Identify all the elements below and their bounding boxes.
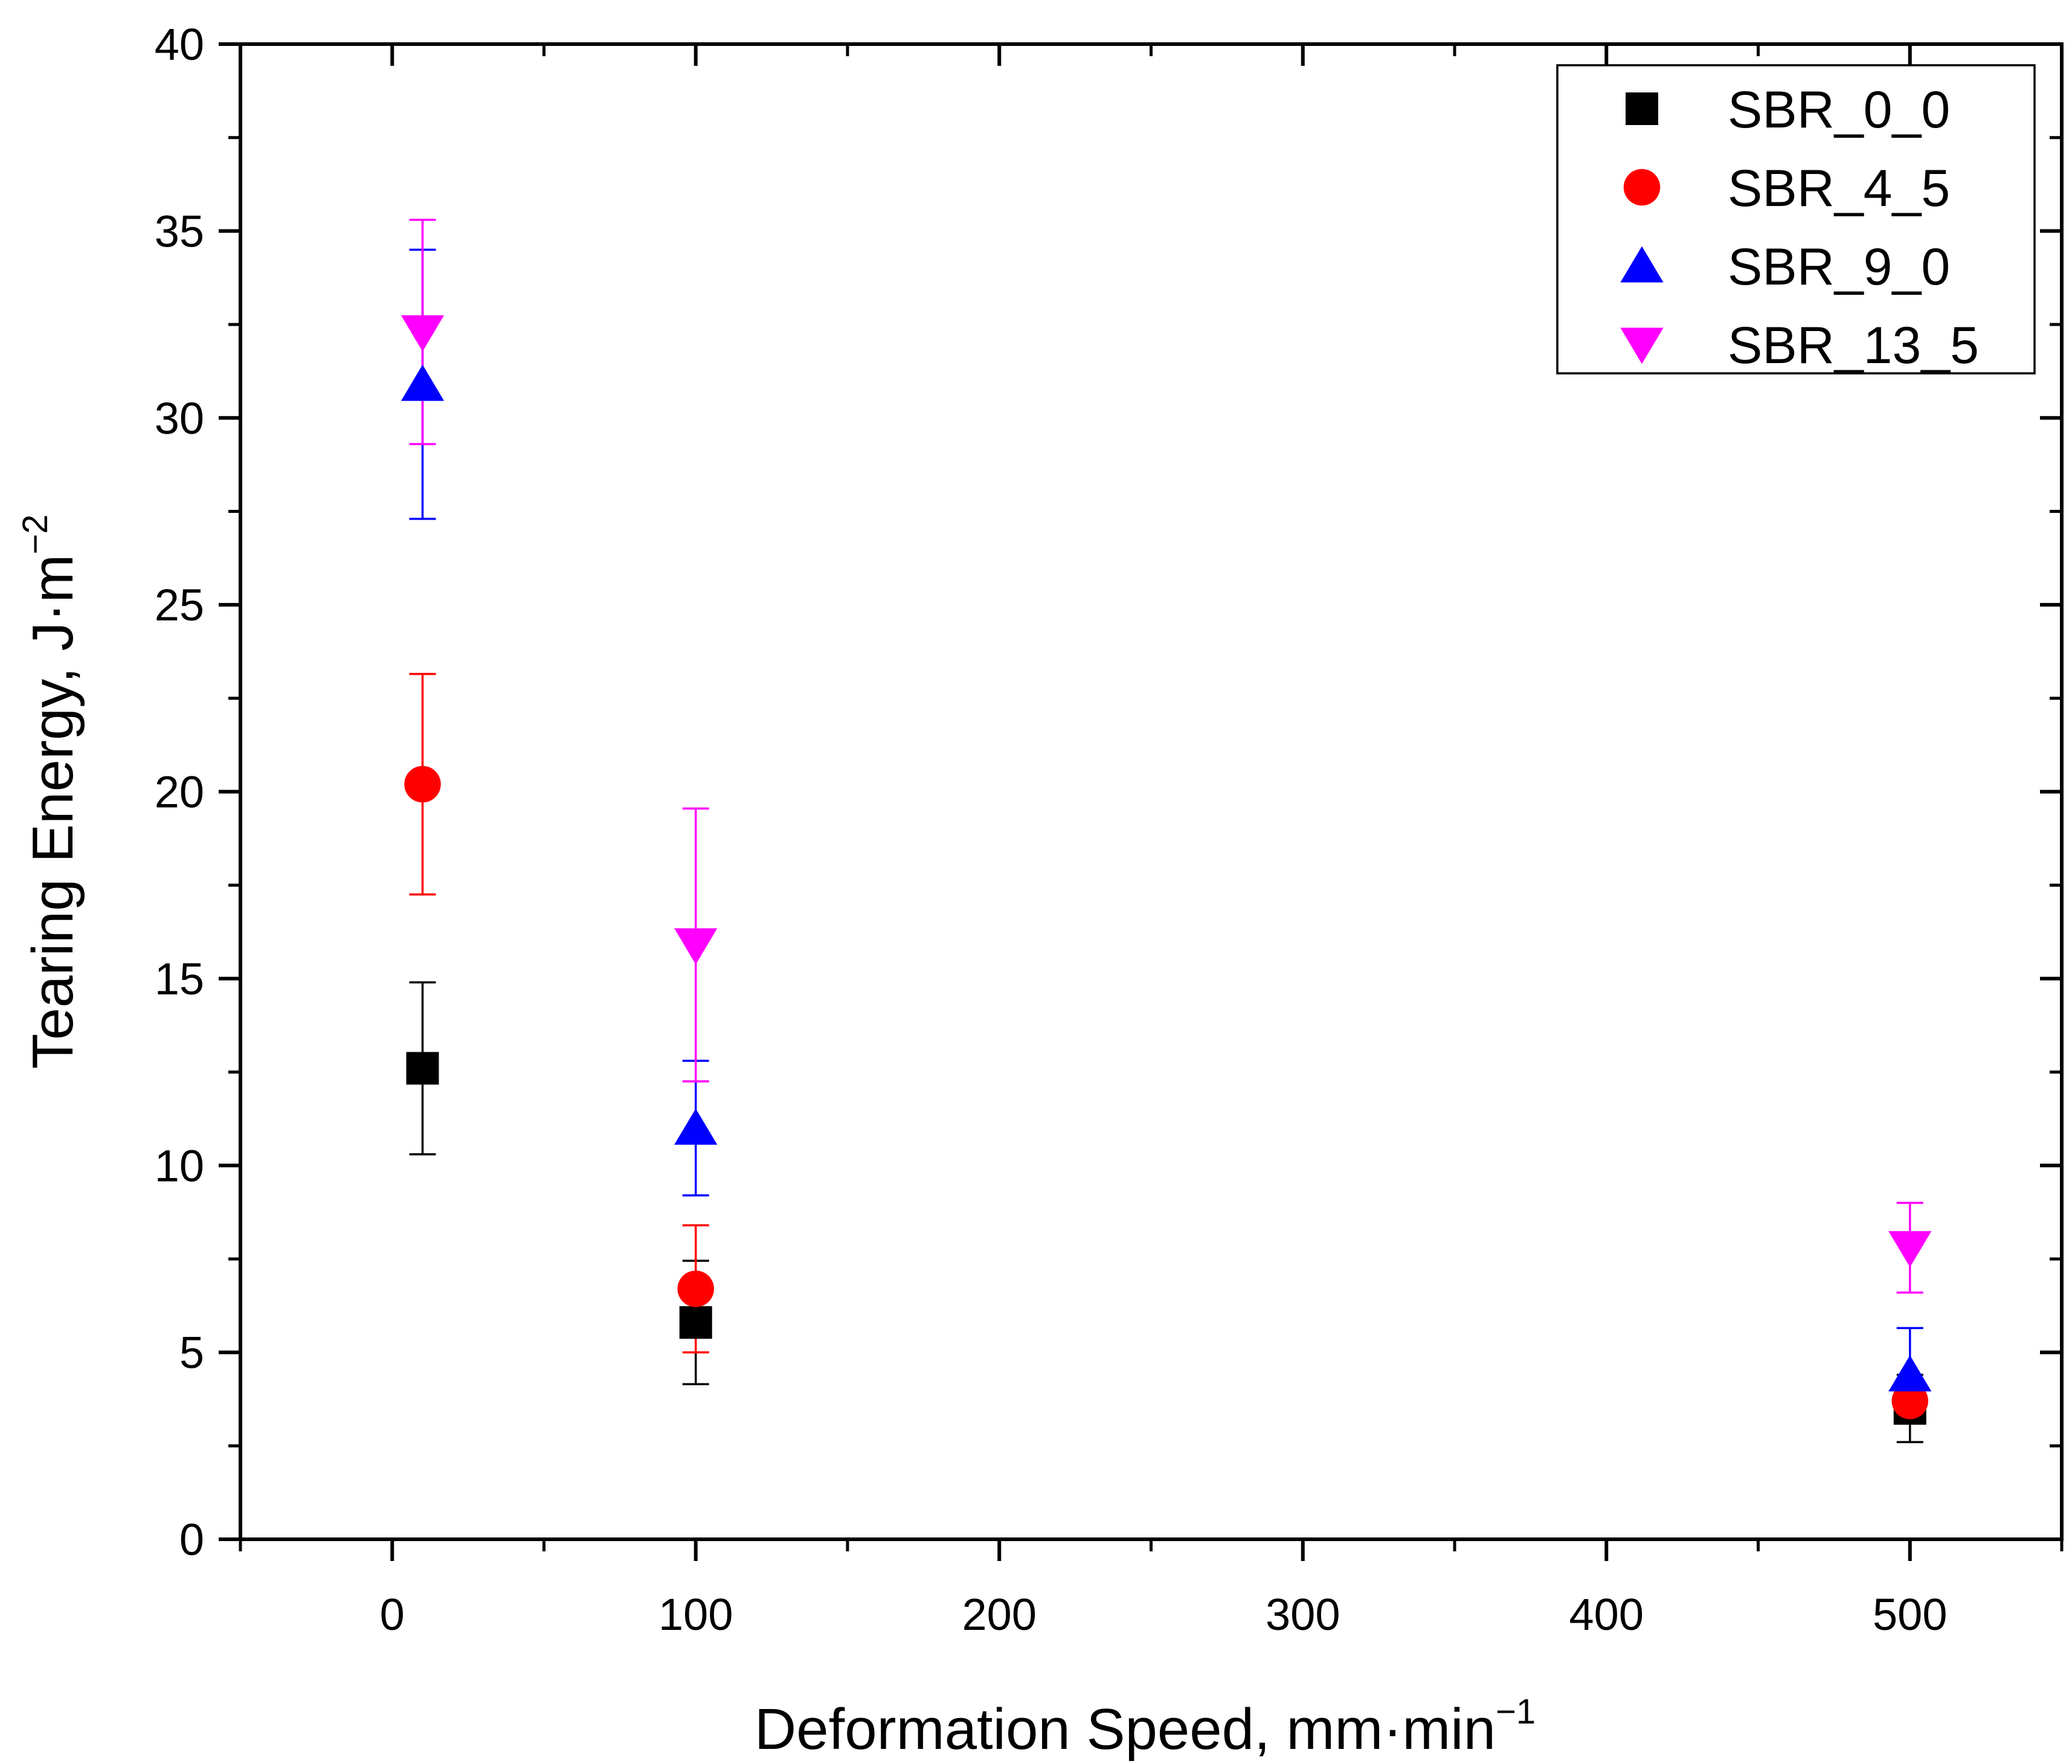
data-point <box>401 315 445 352</box>
legend-marker <box>1626 92 1658 125</box>
x-tick-label: 100 <box>658 1589 733 1640</box>
y-axis-title-superscript: −2 <box>16 515 55 555</box>
y-tick-label: 15 <box>155 954 204 1004</box>
legend-marker <box>1623 169 1661 206</box>
x-axis: 0 100 200 300 400 500 <box>239 44 2064 1640</box>
y-axis-title: Tearing Energy, J·m−2 <box>16 515 85 1069</box>
y-tick-label: 0 <box>179 1515 204 1565</box>
data-point <box>1888 1355 1932 1392</box>
data-point <box>404 765 441 803</box>
y-tick-label: 40 <box>155 19 204 69</box>
y-tick-label: 35 <box>155 206 204 256</box>
data-point <box>679 1306 712 1339</box>
x-tick-label: 0 <box>380 1589 405 1640</box>
data-point <box>401 364 445 401</box>
y-tick-label: 30 <box>155 393 204 443</box>
x-tick-label: 500 <box>1873 1589 1947 1640</box>
y-tick-label: 5 <box>179 1328 204 1378</box>
x-axis-title: Deformation Speed, mm·min−1 <box>754 1692 1536 1762</box>
x-tick-label: 300 <box>1266 1589 1340 1640</box>
data-point <box>677 1270 714 1307</box>
data-markers <box>401 315 1932 1425</box>
data-point <box>674 1108 718 1145</box>
legend-marker <box>1620 246 1664 283</box>
legend-label: SBR_4_5 <box>1728 159 1950 217</box>
y-tick-label: 10 <box>155 1141 204 1191</box>
y-axis-title-text: Tearing Energy, J·m <box>21 555 85 1069</box>
data-point <box>1891 1382 1928 1420</box>
x-axis-title-text: Deformation Speed, mm·min <box>754 1697 1496 1762</box>
legend-label: SBR_0_0 <box>1728 81 1950 139</box>
data-point <box>674 928 718 965</box>
y-axis: 0 5 10 15 20 25 30 35 40 <box>155 19 2062 1565</box>
legend: SBR_0_0 SBR_4_5 SBR_9_0 SBR_13_5 <box>1556 64 2036 375</box>
legend-label: SBR_9_0 <box>1728 238 1950 296</box>
legend-marker <box>1620 327 1664 364</box>
data-point <box>1888 1231 1932 1267</box>
x-axis-title-superscript: −1 <box>1496 1692 1536 1731</box>
y-tick-label: 25 <box>155 580 204 630</box>
data-point <box>406 1052 439 1085</box>
legend-label: SBR_13_5 <box>1728 317 1979 375</box>
x-tick-label: 200 <box>962 1589 1037 1640</box>
x-tick-label: 400 <box>1569 1589 1644 1640</box>
y-tick-label: 20 <box>155 767 204 817</box>
